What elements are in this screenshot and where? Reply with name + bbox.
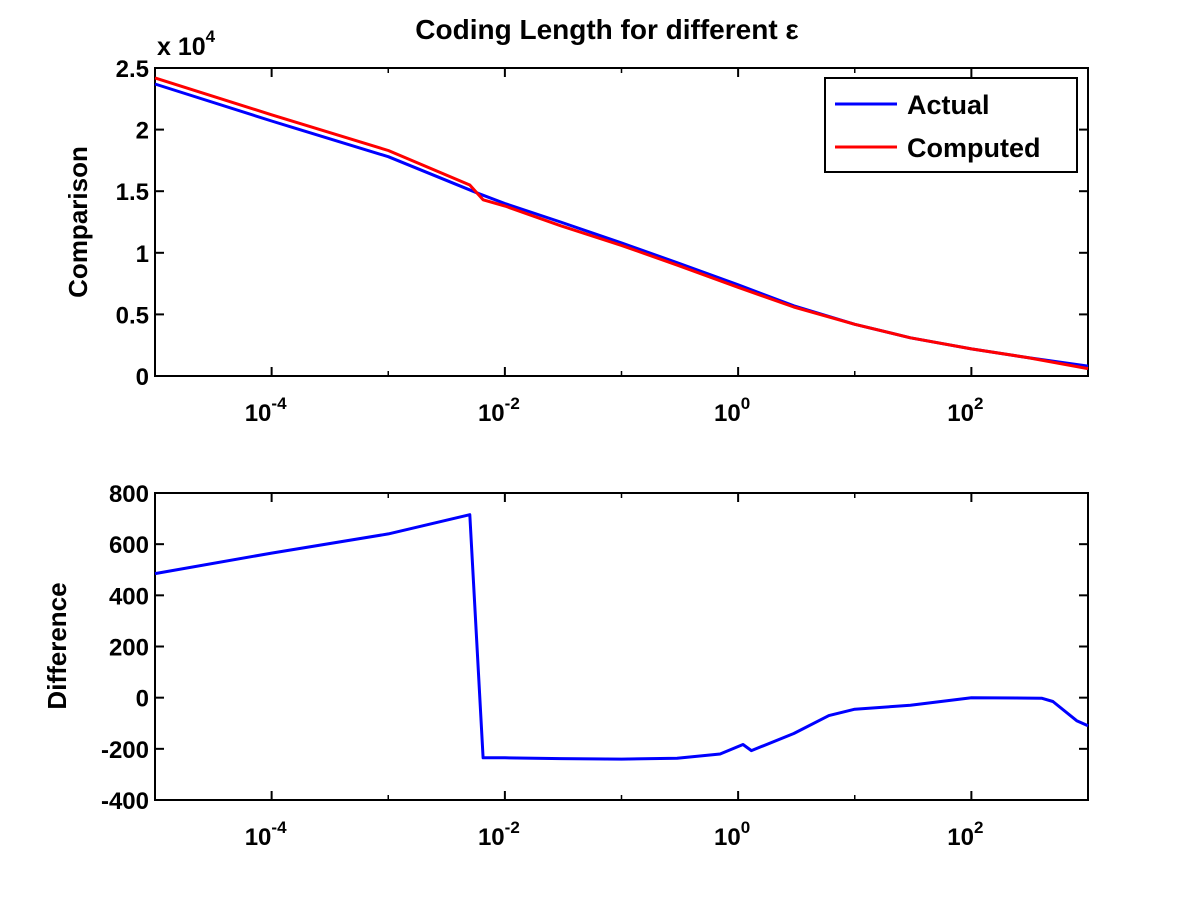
difference-series-lines [154, 513, 1089, 761]
difference-y-tick-label: 800 [109, 481, 149, 508]
comparison-y-tick-label: 2.5 [116, 56, 149, 83]
comparison-x-tick-label: 10-2 [478, 394, 520, 427]
difference-x-tick-base: 10 [947, 824, 974, 851]
comparison-x-tick-exponent: -4 [271, 394, 287, 413]
difference-series-line-difference [154, 513, 1089, 761]
difference-x-tick-base: 10 [478, 824, 505, 851]
chart-title: Coding Length for different ε [415, 14, 798, 45]
difference-x-tick-label: 100 [714, 818, 750, 851]
comparison-panel: 00.511.522.510-4 10-2 100 102 x 104 Compari… [63, 27, 1089, 427]
comparison-x-tick-base: 10 [714, 400, 741, 427]
difference-x-tick-exponent: 2 [974, 818, 983, 837]
difference-y-label: Difference [42, 582, 72, 709]
legend-label-actual: Actual [907, 90, 990, 120]
comparison-y-tick-label: 2 [136, 118, 149, 145]
difference-y-tick-label: 400 [109, 583, 149, 610]
legend-box [824, 77, 1078, 173]
comparison-x-tick-base: 10 [947, 400, 974, 427]
comparison-y-tick-label: 0 [136, 364, 149, 391]
difference-x-tick-exponent: -2 [505, 818, 520, 837]
comparison-x-tick-exponent: 0 [741, 394, 750, 413]
comparison-x-tick-exponent: -2 [505, 394, 520, 413]
legend-label-computed: Computed [907, 133, 1040, 163]
difference-x-tick-label: 102 [947, 818, 983, 851]
comparison-y-label: Comparison [63, 146, 93, 298]
comparison-series-line-computed [154, 76, 1089, 371]
comparison-x-tick-label: 10-4 [245, 394, 287, 427]
difference-axes-frame [154, 492, 1089, 801]
difference-x-tick-label: 10-2 [478, 818, 520, 851]
comparison-y-tick-label: 0.5 [116, 302, 149, 329]
difference-x-tick-exponent: -4 [271, 818, 287, 837]
difference-x-tick-exponent: 0 [741, 818, 750, 837]
difference-x-tick-label: 10-4 [245, 818, 287, 851]
comparison-x-tick-exponent: 2 [974, 394, 983, 413]
difference-y-tick-label: 200 [109, 635, 149, 662]
comparison-x-tick-label: 102 [947, 394, 983, 427]
difference-x-tick-base: 10 [245, 824, 272, 851]
comparison-ticks: 00.511.522.510-4 10-2 100 102 [116, 56, 1089, 427]
comparison-x-tick-base: 10 [478, 400, 505, 427]
difference-y-tick-label: -400 [101, 788, 149, 815]
comparison-y-tick-label: 1 [136, 241, 149, 268]
y-multiplier-base: x 10 [157, 33, 206, 61]
legend: Actual Computed [824, 77, 1078, 173]
comparison-series-lines [154, 76, 1089, 371]
comparison-y-tick-label: 1.5 [116, 179, 149, 206]
y-multiplier-exponent: 4 [206, 27, 216, 46]
difference-y-tick-label: 0 [136, 686, 149, 713]
difference-y-tick-label: 600 [109, 532, 149, 559]
difference-x-tick-base: 10 [714, 824, 741, 851]
comparison-x-tick-label: 100 [714, 394, 750, 427]
y-multiplier: x 104 [157, 27, 216, 61]
difference-y-tick-label: -200 [101, 737, 149, 764]
comparison-x-tick-base: 10 [245, 400, 272, 427]
